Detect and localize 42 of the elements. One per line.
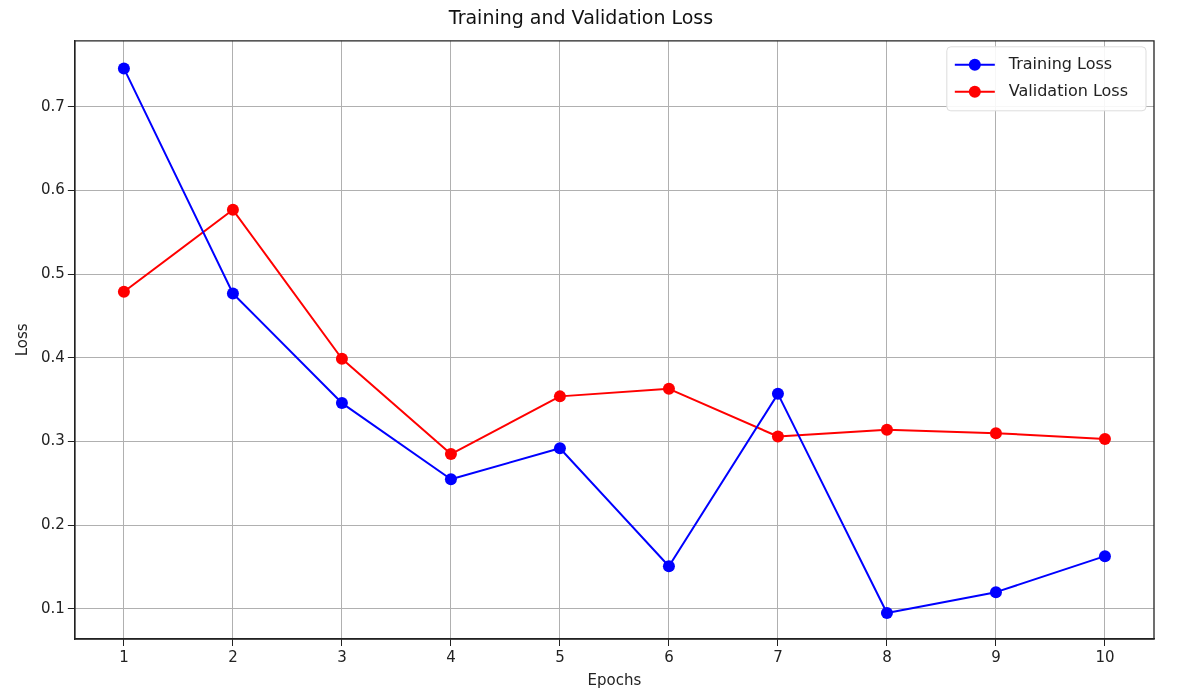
point — [662, 560, 675, 573]
x-tick-label: 8 — [882, 647, 892, 666]
chart-title: Training and Validation Loss — [447, 6, 714, 29]
legend-label: Training Loss — [1007, 53, 1113, 73]
x-tick-label: 1 — [119, 647, 129, 666]
x-tick-label: 10 — [1095, 647, 1115, 666]
x-tick-label: 5 — [555, 647, 565, 666]
point — [335, 352, 348, 365]
point — [444, 473, 457, 486]
point — [553, 390, 566, 403]
point — [1098, 550, 1111, 563]
x-tick-label: 6 — [664, 647, 674, 666]
legend-label: Validation Loss — [1008, 80, 1128, 100]
x-axis-title: Epochs — [587, 670, 642, 689]
point — [117, 285, 130, 298]
point — [880, 607, 893, 620]
x-tick-label: 7 — [773, 647, 783, 666]
y-tick-label: 0.5 — [41, 264, 65, 283]
point — [335, 397, 348, 410]
y-axis-title: Loss — [12, 323, 31, 357]
point — [989, 427, 1002, 440]
x-tick-label: 2 — [228, 647, 238, 666]
point — [1098, 433, 1111, 446]
y-tick-label: 0.4 — [41, 347, 65, 366]
y-tick-label: 0.1 — [41, 598, 65, 617]
y-tick-label: 0.7 — [41, 96, 65, 115]
point — [771, 387, 784, 400]
x-tick-label: 9 — [991, 647, 1001, 666]
point — [662, 382, 675, 395]
point — [989, 586, 1002, 599]
point — [117, 62, 130, 75]
point — [226, 287, 239, 300]
point — [771, 430, 784, 443]
point — [444, 448, 457, 461]
point — [880, 423, 893, 436]
y-tick-label: 0.3 — [41, 431, 65, 450]
y-tick-label: 0.2 — [41, 515, 65, 534]
point — [226, 203, 239, 216]
x-tick-label: 3 — [337, 647, 347, 666]
x-tick-label: 4 — [446, 647, 456, 666]
y-tick-label: 0.6 — [41, 180, 65, 199]
point — [553, 442, 566, 455]
